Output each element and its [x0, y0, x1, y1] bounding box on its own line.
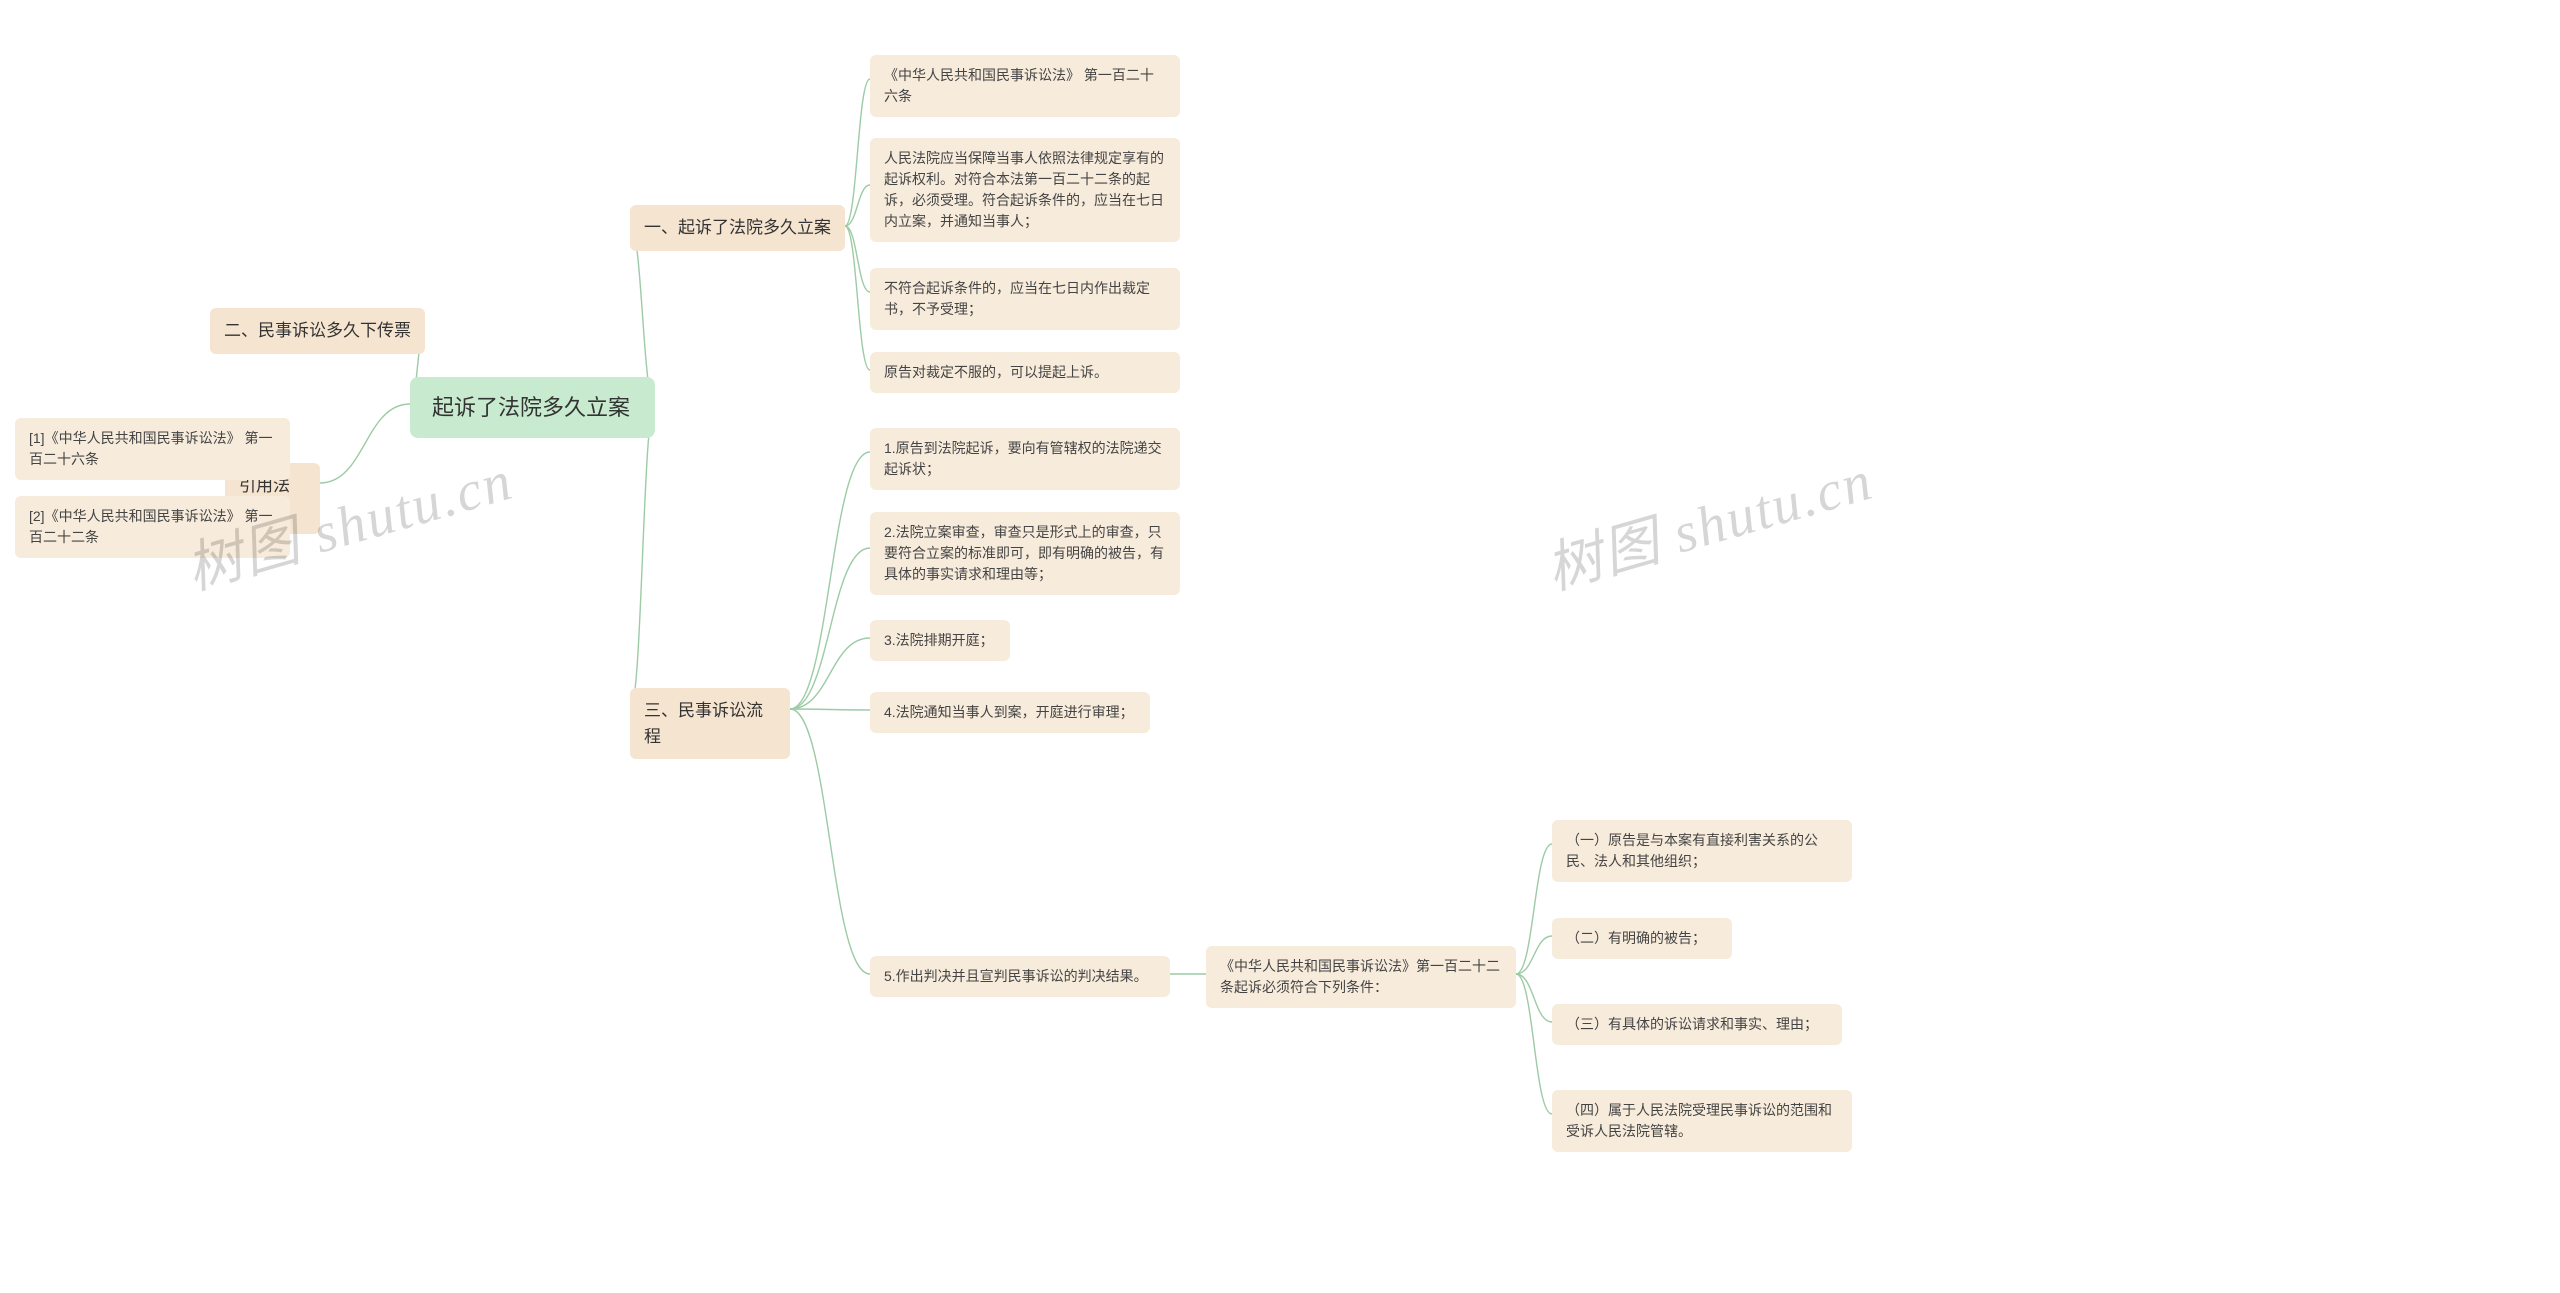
watermark: 树图 shutu.cn — [1535, 435, 1881, 606]
leaf-text: 不符合起诉条件的，应当在七日内作出裁定书，不予受理； — [884, 280, 1150, 317]
leaf-node: 1.原告到法院起诉，要向有管辖权的法院递交起诉状； — [870, 428, 1180, 490]
leaf-text: （四）属于人民法院受理民事诉讼的范围和受诉人民法院管辖。 — [1566, 1102, 1832, 1139]
leaf-node: （一）原告是与本案有直接利害关系的公民、法人和其他组织； — [1552, 820, 1852, 882]
leaf-node: 不符合起诉条件的，应当在七日内作出裁定书，不予受理； — [870, 268, 1180, 330]
branch-node: 三、民事诉讼流程 — [630, 688, 790, 759]
branch-label: 一、起诉了法院多久立案 — [644, 218, 831, 237]
leaf-text: 2.法院立案审查，审查只是形式上的审查，只要符合立案的标准即可，即有明确的被告，… — [884, 524, 1164, 582]
branch-node: 二、民事诉讼多久下传票 — [210, 308, 425, 354]
leaf-node: [2]《中华人民共和国民事诉讼法》 第一百二十二条 — [15, 496, 290, 558]
edge-layer — [0, 0, 2560, 1293]
leaf-text: （一）原告是与本案有直接利害关系的公民、法人和其他组织； — [1566, 832, 1818, 869]
leaf-node: [1]《中华人民共和国民事诉讼法》 第一百二十六条 — [15, 418, 290, 480]
root-node: 起诉了法院多久立案 — [410, 377, 655, 438]
leaf-node: （四）属于人民法院受理民事诉讼的范围和受诉人民法院管辖。 — [1552, 1090, 1852, 1152]
leaf-text: 人民法院应当保障当事人依照法律规定享有的起诉权利。对符合本法第一百二十二条的起诉… — [884, 150, 1164, 229]
branch-node: 一、起诉了法院多久立案 — [630, 205, 845, 251]
leaf-node: 3.法院排期开庭； — [870, 620, 1010, 661]
leaf-text: [2]《中华人民共和国民事诉讼法》 第一百二十二条 — [29, 508, 272, 545]
branch-label: 三、民事诉讼流程 — [644, 701, 763, 746]
leaf-text: 5.作出判决并且宣判民事诉讼的判决结果。 — [884, 968, 1148, 984]
leaf-node: 人民法院应当保障当事人依照法律规定享有的起诉权利。对符合本法第一百二十二条的起诉… — [870, 138, 1180, 242]
leaf-text: 3.法院排期开庭； — [884, 632, 994, 648]
leaf-text: （二）有明确的被告； — [1566, 930, 1706, 946]
branch-label: 二、民事诉讼多久下传票 — [224, 321, 411, 340]
leaf-node: 5.作出判决并且宣判民事诉讼的判决结果。 — [870, 956, 1170, 997]
leaf-text: 1.原告到法院起诉，要向有管辖权的法院递交起诉状； — [884, 440, 1162, 477]
root-label: 起诉了法院多久立案 — [432, 395, 630, 420]
leaf-text: 原告对裁定不服的，可以提起上诉。 — [884, 364, 1108, 380]
leaf-text: 4.法院通知当事人到案，开庭进行审理； — [884, 704, 1134, 720]
leaf-node: 《中华人民共和国民事诉讼法》第一百二十二条起诉必须符合下列条件： — [1206, 946, 1516, 1008]
leaf-node: （三）有具体的诉讼请求和事实、理由； — [1552, 1004, 1842, 1045]
leaf-node: 原告对裁定不服的，可以提起上诉。 — [870, 352, 1180, 393]
leaf-text: 《中华人民共和国民事诉讼法》第一百二十二条起诉必须符合下列条件： — [1220, 958, 1500, 995]
leaf-node: 2.法院立案审查，审查只是形式上的审查，只要符合立案的标准即可，即有明确的被告，… — [870, 512, 1180, 595]
leaf-text: （三）有具体的诉讼请求和事实、理由； — [1566, 1016, 1818, 1032]
leaf-node: 《中华人民共和国民事诉讼法》 第一百二十六条 — [870, 55, 1180, 117]
leaf-text: [1]《中华人民共和国民事诉讼法》 第一百二十六条 — [29, 430, 272, 467]
leaf-node: （二）有明确的被告； — [1552, 918, 1732, 959]
watermark-text: 树图 shutu.cn — [1539, 450, 1879, 602]
leaf-node: 4.法院通知当事人到案，开庭进行审理； — [870, 692, 1150, 733]
leaf-text: 《中华人民共和国民事诉讼法》 第一百二十六条 — [884, 67, 1154, 104]
mindmap-canvas: { "colors": { "root_bg": "#c8ebcf", "bra… — [0, 0, 2560, 1293]
